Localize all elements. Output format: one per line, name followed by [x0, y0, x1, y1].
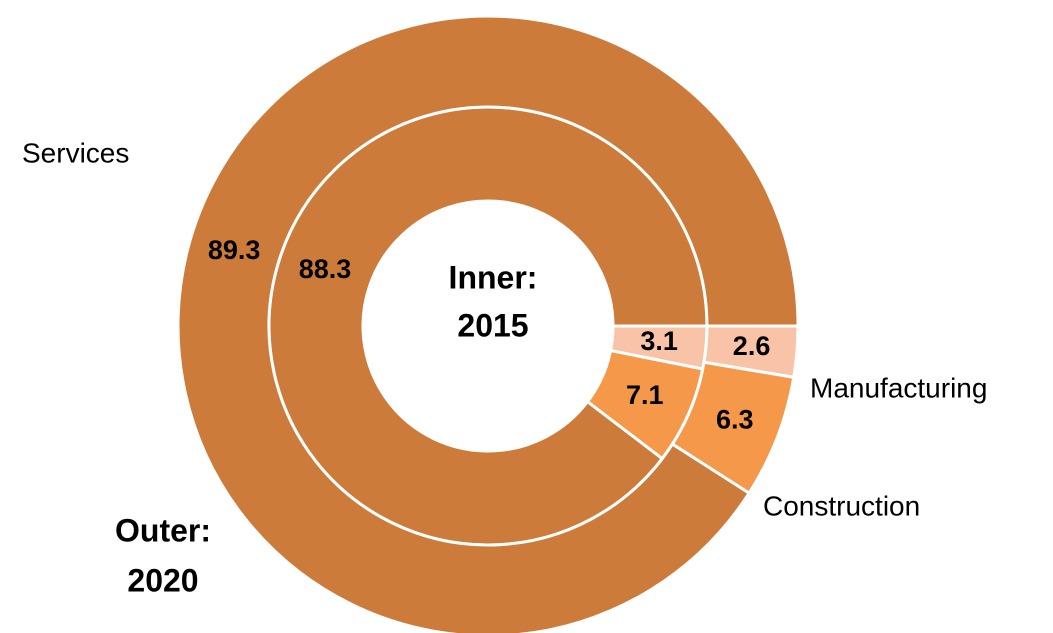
wedges: [176, 14, 800, 633]
category-label: Services: [22, 137, 129, 168]
ring-label: Outer:: [115, 512, 211, 548]
value-label: 6.3: [716, 404, 754, 434]
value-label: 3.1: [640, 326, 678, 356]
value-label: 2.6: [733, 331, 771, 361]
wedge: [176, 14, 800, 633]
value-label: 7.1: [626, 380, 664, 410]
ring-label: Inner:: [449, 259, 538, 295]
ring-label: 2015: [457, 307, 528, 343]
category-label: Manufacturing: [810, 372, 987, 403]
value-label: 88.3: [299, 254, 352, 284]
category-label: Construction: [763, 490, 920, 521]
value-label: 89.3: [208, 235, 261, 265]
ring-label: 2020: [127, 562, 198, 598]
